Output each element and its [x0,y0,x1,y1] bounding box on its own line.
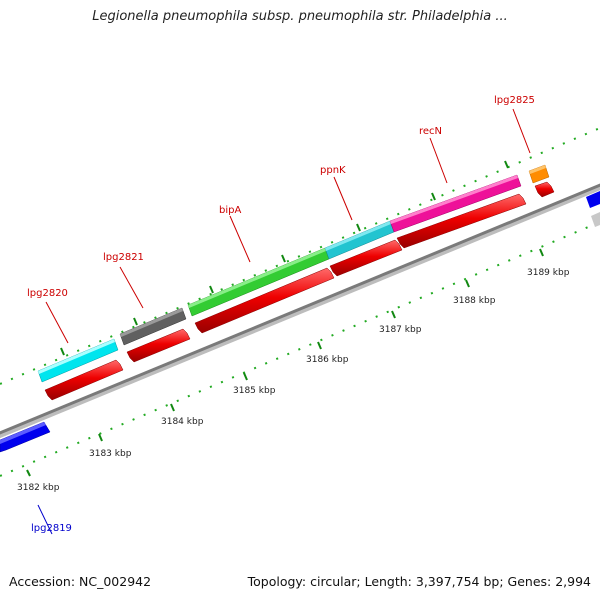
gene-label-recN[interactable]: recN [419,126,442,137]
gene-box-offscreen-right-gray[interactable] [591,212,600,227]
gene-box-lpg2820[interactable] [37,338,119,383]
scale-label-3188: 3188 kbp [453,296,496,306]
gene-box-offscreen-right-blue[interactable] [586,191,600,208]
scale-label-3185: 3185 kbp [233,386,276,396]
cds-arrow-bipA[interactable] [194,267,335,334]
outer-major-ticks [60,160,509,356]
gene-label-lpg2820[interactable]: lpg2820 [27,288,68,299]
scale-label-3184: 3184 kbp [161,417,204,427]
scale-label-3186: 3186 kbp [306,355,349,365]
cds-arrow-recN[interactable] [396,193,527,249]
gene-label-lpg2821[interactable]: lpg2821 [103,252,144,263]
scale-label-3183: 3183 kbp [89,449,132,459]
gene-box-recN[interactable] [389,174,522,233]
major-ticks [26,248,544,477]
gene-label-bipA[interactable]: bipA [219,205,241,216]
tick-row-outer [0,127,600,385]
genome-backbone [0,183,600,439]
cds-arrow-lpg2825[interactable] [534,181,555,198]
cds-arrow-lpg2821[interactable] [126,328,191,363]
leader-lpg2821 [119,266,144,309]
gene-box-lpg2819[interactable] [0,421,51,453]
gene-label-lpg2825[interactable]: lpg2825 [494,95,535,106]
map-title: Legionella pneumophila subsp. pneumophil… [92,9,508,24]
leader-lpg2825 [512,108,531,154]
tick-row-inner [0,221,600,477]
leader-ppnK [333,176,353,221]
accession-text: Accession: NC_002942 [9,574,152,589]
leader-recN [429,137,448,184]
leader-bipA [229,215,251,263]
gene-box-lpg2821[interactable] [119,307,187,346]
cds-arrow-lpg2820[interactable] [44,359,124,401]
gene-label-ppnK[interactable]: ppnK [320,165,346,176]
gene-box-lpg2825[interactable] [528,164,550,184]
leader-lpg2819 [37,504,53,535]
scale-label-3189: 3189 kbp [527,268,570,278]
genome-summary-text: Topology: circular; Length: 3,397,754 bp… [247,574,591,589]
label-leaders [37,108,531,535]
scale-label-3182: 3182 kbp [17,483,60,493]
scale-label-3187: 3187 kbp [379,325,422,335]
cds-arrow-ppnK[interactable] [329,239,403,277]
gene-label-lpg2819[interactable]: lpg2819 [31,523,72,534]
leader-lpg2820 [45,301,69,344]
